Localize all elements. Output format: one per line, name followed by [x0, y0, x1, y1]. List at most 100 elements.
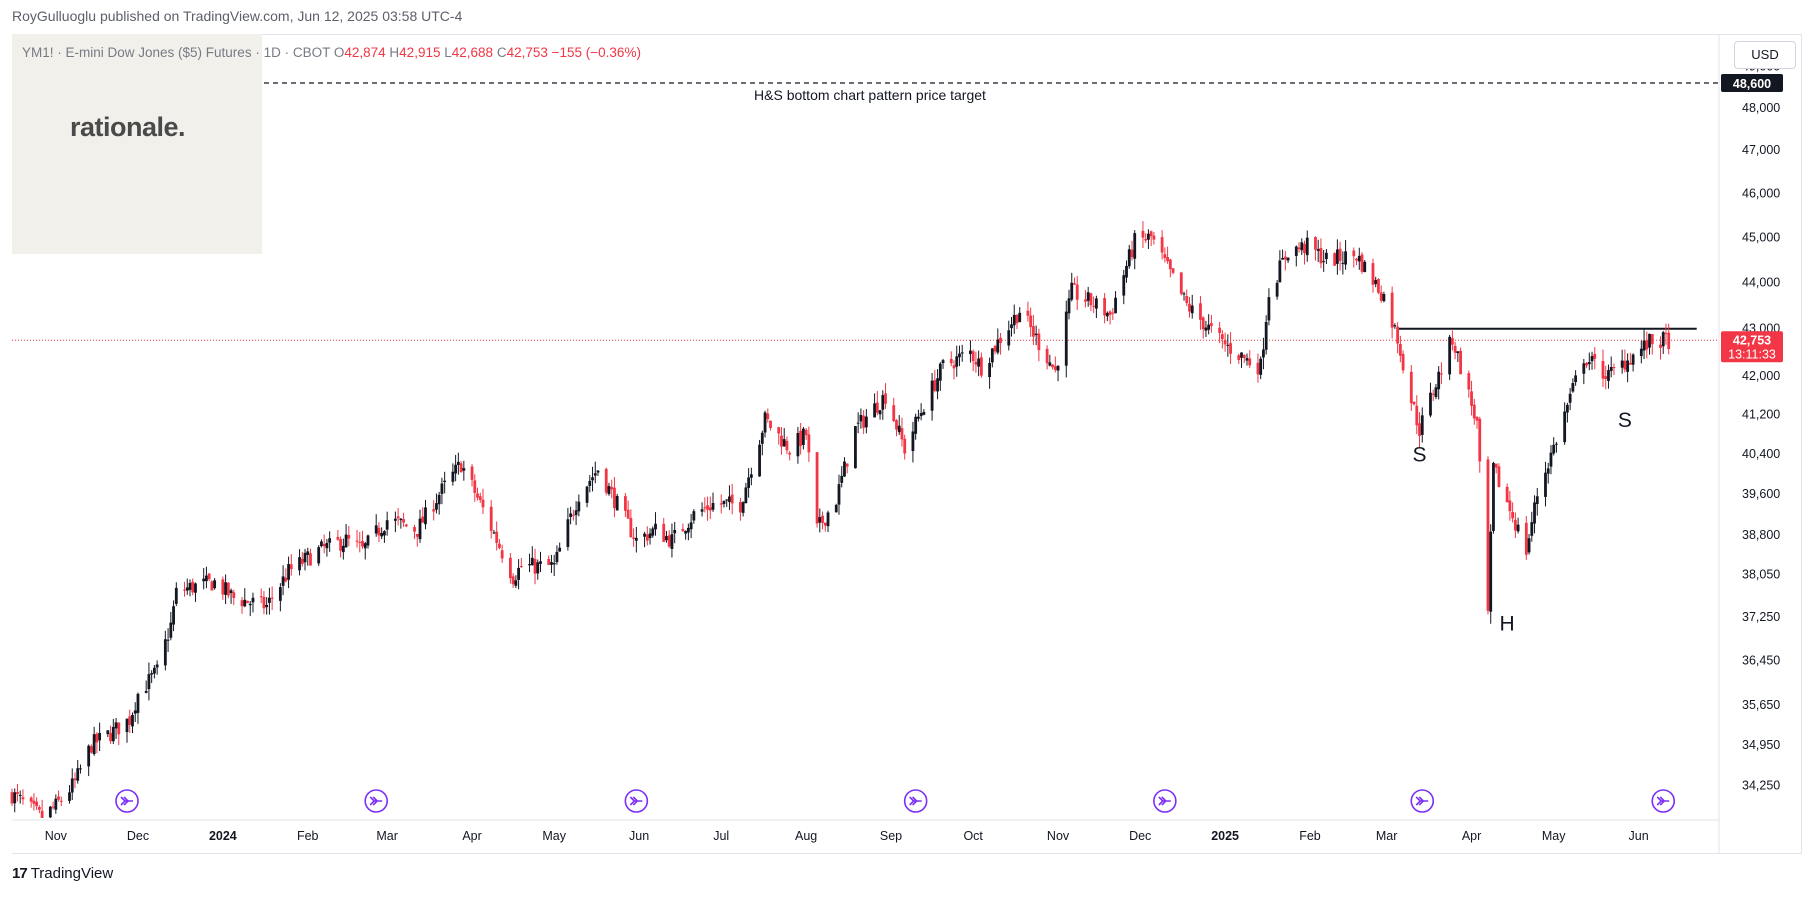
candle-up	[383, 530, 386, 543]
candle-up	[87, 744, 91, 777]
candle-down	[109, 725, 112, 744]
candle-body	[1127, 249, 1131, 267]
candle-down	[1513, 512, 1517, 538]
candle-body	[303, 552, 307, 563]
candle-down	[708, 496, 712, 519]
candle-body	[1544, 472, 1547, 497]
candle-body	[1546, 468, 1550, 474]
event-marker-icon[interactable]	[1410, 789, 1435, 813]
time-tick-label: 2024	[209, 829, 237, 843]
candle-body	[476, 493, 479, 498]
candle-body	[1240, 352, 1243, 358]
candle-body	[1259, 358, 1263, 375]
candle-down	[1256, 353, 1260, 383]
candle-up	[837, 474, 841, 515]
candle-body	[1631, 354, 1635, 365]
candle-down	[1045, 345, 1049, 370]
candle-body	[780, 435, 783, 447]
currency-button[interactable]: USD	[1734, 41, 1796, 69]
candle-body	[1015, 314, 1019, 324]
time-tick-label: Jul	[713, 829, 729, 843]
candle-down	[1089, 292, 1093, 312]
candle-body	[607, 486, 611, 495]
event-marker-icon[interactable]	[115, 789, 139, 813]
candle-up	[1267, 288, 1271, 326]
candle-body	[1513, 519, 1517, 531]
candle-body	[689, 522, 693, 530]
candle-down	[703, 497, 707, 513]
event-marker-icon[interactable]	[1651, 789, 1676, 813]
candle-body	[1122, 275, 1126, 296]
candle-up	[916, 409, 920, 422]
candle-body	[519, 565, 523, 567]
candle-body	[1171, 268, 1175, 273]
candle-down	[1664, 323, 1668, 345]
candle-body	[317, 547, 321, 564]
candle-up	[155, 660, 159, 675]
candle-down	[396, 508, 400, 526]
candle-body	[435, 503, 438, 510]
candle-down	[807, 426, 811, 462]
candle-down	[500, 544, 504, 563]
candle-body	[1497, 466, 1501, 487]
candle-body	[843, 461, 846, 477]
candle-up	[1325, 248, 1328, 264]
candle-up	[287, 556, 290, 589]
candle-body	[1179, 272, 1183, 294]
candle-body	[1620, 360, 1624, 368]
grid-layer	[12, 34, 1720, 854]
candle-up	[1582, 358, 1586, 385]
candle-body	[1103, 298, 1107, 316]
symbol-title[interactable]: YM1! · E-mini Dow Jones ($5) Futures · 1…	[22, 45, 331, 60]
candle-body	[648, 533, 652, 539]
candle-down	[470, 464, 474, 487]
candle-down	[1223, 332, 1227, 352]
tradingview-brand[interactable]: 17 TradingView	[12, 865, 113, 882]
candle-up	[268, 587, 271, 615]
candle-up	[1094, 295, 1098, 319]
time-tick-label: Sep	[880, 829, 902, 843]
candle-down	[377, 522, 381, 543]
candle-body	[840, 475, 844, 483]
event-marker-icon[interactable]	[903, 789, 928, 813]
candle-down	[1303, 240, 1306, 265]
candle-body	[1552, 444, 1556, 454]
candle-body	[837, 484, 841, 505]
candle-body	[1297, 247, 1301, 250]
candle-body	[309, 553, 312, 566]
symbol-legend[interactable]: YM1! · E-mini Dow Jones ($5) Futures · 1…	[22, 45, 641, 60]
candle-down	[1163, 247, 1167, 263]
candle-up	[878, 409, 882, 420]
candle-up	[1527, 533, 1531, 555]
candle-body	[54, 798, 58, 810]
price-tick-label: 44,000	[1742, 276, 1780, 290]
candle-down	[1103, 293, 1107, 324]
candle-body	[596, 470, 600, 473]
candle-up	[1552, 437, 1556, 456]
candle-down	[766, 408, 770, 423]
candle-body	[48, 806, 52, 818]
candle-down	[40, 799, 44, 818]
event-marker-icon[interactable]	[1153, 789, 1177, 813]
candle-down	[1497, 463, 1501, 488]
candle-body	[1440, 373, 1443, 375]
candle-body	[191, 581, 195, 593]
publisher-caption: RoyGulluoglu published on TradingView.co…	[12, 8, 463, 24]
candle-down	[1179, 272, 1183, 296]
candle-body	[73, 778, 77, 781]
candle-up	[1555, 441, 1558, 453]
event-marker-icon[interactable]	[624, 789, 649, 813]
candle-body	[604, 468, 608, 493]
candle-up	[194, 582, 197, 602]
candle-body	[1190, 305, 1194, 314]
candle-up	[725, 499, 729, 507]
candle-body	[383, 531, 386, 536]
candle-body	[1472, 404, 1476, 419]
candle-body	[766, 413, 770, 420]
candle-down	[662, 517, 666, 543]
event-marker-icon[interactable]	[364, 789, 389, 813]
candle-body	[911, 431, 915, 452]
candle-up	[936, 369, 939, 400]
candle-body	[1508, 500, 1512, 512]
